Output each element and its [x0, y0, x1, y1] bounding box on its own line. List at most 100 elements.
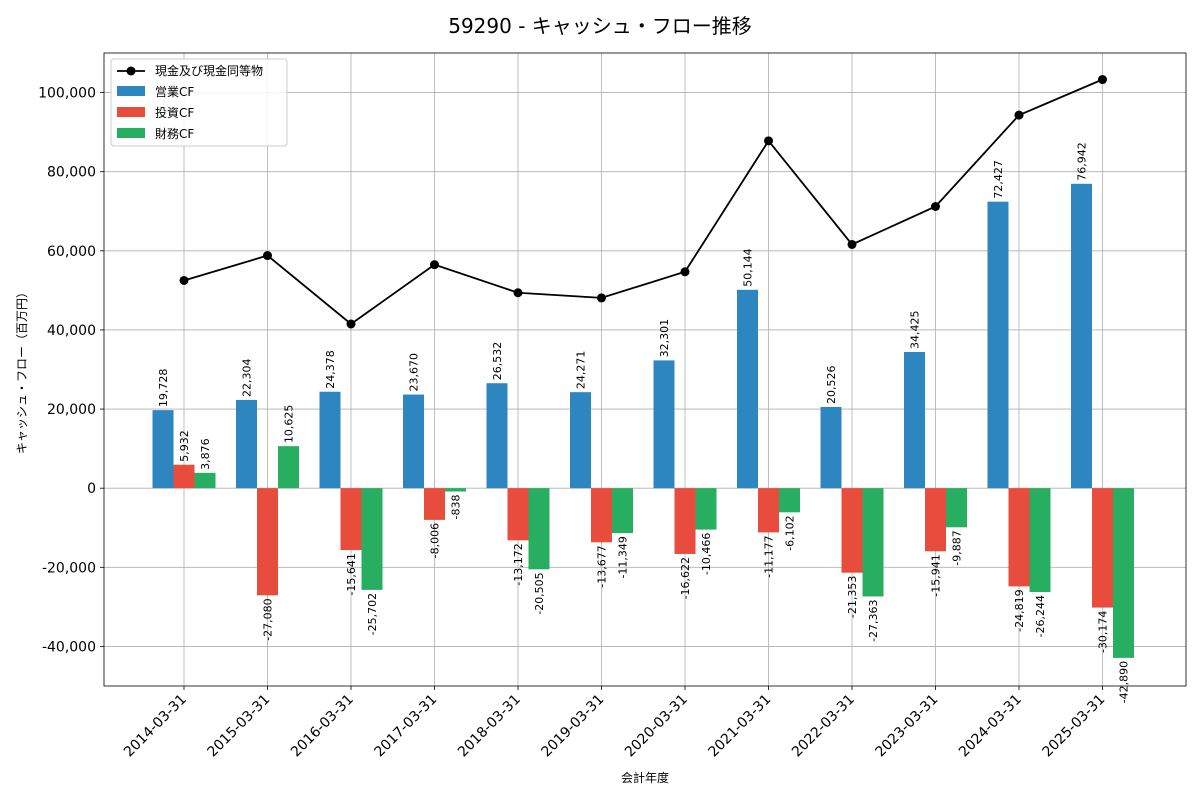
- bar-value-label: -21,353: [846, 576, 859, 618]
- bar: [257, 488, 278, 596]
- bar: [194, 472, 216, 489]
- bar-value-label: 23,670: [408, 353, 421, 392]
- bar-value-label: -15,641: [345, 553, 358, 595]
- cash-point: [764, 136, 773, 146]
- x-tick-label: 2016-03-31: [288, 692, 357, 761]
- bar: [1113, 488, 1134, 658]
- bar: [152, 410, 174, 489]
- bar-value-label: 5,932: [178, 430, 191, 462]
- bar: [528, 488, 550, 570]
- line-layer: [179, 75, 1107, 329]
- bar-value-label: -11,349: [617, 536, 630, 578]
- bar: [841, 488, 863, 573]
- bar-value-label: -6,102: [784, 515, 797, 550]
- cash-point: [179, 275, 189, 285]
- bar-value-label: 20,526: [825, 365, 838, 404]
- data-labels-layer: 19,728 22,304 24,378 23,670 26,532 24,271 32,3…: [157, 142, 1131, 703]
- legend-frame: [110, 58, 288, 147]
- x-tick-label: 2019-03-31: [538, 692, 607, 761]
- bar-value-label: -10,466: [700, 533, 713, 575]
- bar: [1008, 488, 1030, 587]
- bar-value-label: 50,144: [742, 248, 755, 287]
- legend: 現金及び現金同等物 営業CF 投資CF 財務CF: [110, 58, 288, 147]
- y-tick-label: 60,000: [47, 244, 96, 260]
- legend-label-financing: 財務CF: [155, 126, 194, 141]
- bar: [758, 488, 779, 533]
- bar-value-label: -8,006: [429, 523, 442, 558]
- legend-line-marker: [126, 66, 136, 76]
- y-tick-label: 80,000: [47, 165, 96, 181]
- bar: [946, 488, 967, 528]
- bar-value-label: 26,532: [491, 342, 504, 381]
- bar: [361, 488, 383, 590]
- bar-value-label: -838: [450, 495, 463, 520]
- bar: [1029, 488, 1051, 593]
- y-tick-label: -20,000: [42, 560, 96, 576]
- bar: [737, 289, 758, 489]
- bar-value-label: 24,378: [324, 350, 337, 389]
- cash-point: [597, 293, 606, 303]
- x-tick-label: 2017-03-31: [371, 692, 440, 761]
- bar: [278, 446, 299, 489]
- bar-value-label: 24,271: [575, 351, 588, 390]
- bar: [570, 392, 591, 489]
- bar: [486, 383, 508, 489]
- cash-point: [931, 202, 940, 212]
- bar: [779, 488, 800, 513]
- bar: [925, 488, 946, 552]
- bar-value-label: -11,177: [763, 535, 776, 577]
- y-tick-label: 40,000: [47, 323, 96, 339]
- y-tick-label: 0: [87, 481, 96, 497]
- y-tick-label: -40,000: [42, 639, 96, 655]
- grid-layer: [104, 53, 1186, 686]
- x-tick-label: 2014-03-31: [121, 692, 190, 761]
- cash-point: [513, 288, 523, 298]
- cash-point: [847, 239, 857, 249]
- cash-point: [1098, 75, 1107, 85]
- bar-value-label: -42,890: [1118, 661, 1131, 703]
- x-tick-label: 2023-03-31: [872, 692, 941, 761]
- bar: [340, 488, 362, 551]
- bar: [445, 488, 466, 492]
- bar-value-label: -13,677: [596, 545, 609, 587]
- cash-point: [263, 251, 272, 261]
- bar: [507, 488, 529, 541]
- cash-point: [680, 267, 690, 277]
- bar-value-label: -9,887: [951, 530, 964, 565]
- y-axis-label: キャッシュ・フロー（百万円）: [15, 286, 29, 454]
- plot-frame: [103, 52, 1187, 687]
- bar: [319, 391, 341, 489]
- bar: [904, 351, 925, 489]
- bar-value-label: -25,702: [366, 593, 379, 635]
- bar: [674, 488, 696, 554]
- legend-label-investing: 投資CF: [155, 105, 194, 120]
- legend-swatch-investing: [117, 107, 145, 117]
- x-tick-label: 2024-03-31: [956, 692, 1025, 761]
- bar-value-label: 32,301: [658, 319, 671, 358]
- bar-value-label: 3,876: [199, 438, 212, 470]
- legend-swatch-financing: [117, 128, 145, 138]
- cash-point: [346, 319, 356, 329]
- chart-title: 59290 - キャッシュ・フロー推移: [448, 14, 752, 38]
- legend-label-operating: 営業CF: [155, 85, 194, 99]
- bar: [403, 394, 424, 489]
- bar-value-label: -20,505: [533, 572, 546, 614]
- legend-label-cash: 現金及び現金同等物: [155, 63, 263, 78]
- cash-line: [183, 78, 1103, 326]
- x-tick-label: 2015-03-31: [204, 692, 273, 761]
- bar: [695, 488, 717, 530]
- bar-value-label: -26,244: [1034, 595, 1047, 637]
- bar-value-label: -27,363: [867, 599, 880, 641]
- bar: [1092, 488, 1113, 608]
- x-axis-label: 会計年度: [621, 770, 669, 785]
- bar-value-label: -27,080: [262, 598, 275, 640]
- x-tick-label: 2021-03-31: [705, 692, 774, 761]
- legend-swatch-operating: [117, 86, 145, 96]
- x-tick-label: 2022-03-31: [789, 692, 858, 761]
- bar: [653, 360, 675, 489]
- cash-point: [430, 260, 439, 270]
- bar: [987, 201, 1009, 489]
- bar-value-label: 76,942: [1076, 142, 1089, 181]
